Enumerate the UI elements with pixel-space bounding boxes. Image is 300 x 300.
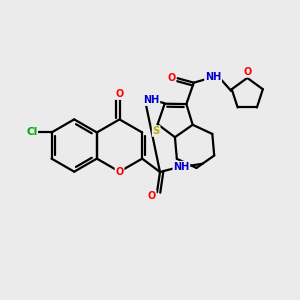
Text: S: S bbox=[153, 126, 160, 136]
Text: NH: NH bbox=[173, 162, 190, 172]
Text: O: O bbox=[116, 167, 124, 177]
Text: NH: NH bbox=[205, 72, 221, 82]
Text: NH: NH bbox=[143, 95, 159, 105]
Text: Cl: Cl bbox=[26, 128, 37, 137]
Text: O: O bbox=[167, 73, 175, 83]
Text: O: O bbox=[116, 89, 124, 99]
Text: O: O bbox=[148, 191, 156, 201]
Text: O: O bbox=[243, 67, 251, 77]
